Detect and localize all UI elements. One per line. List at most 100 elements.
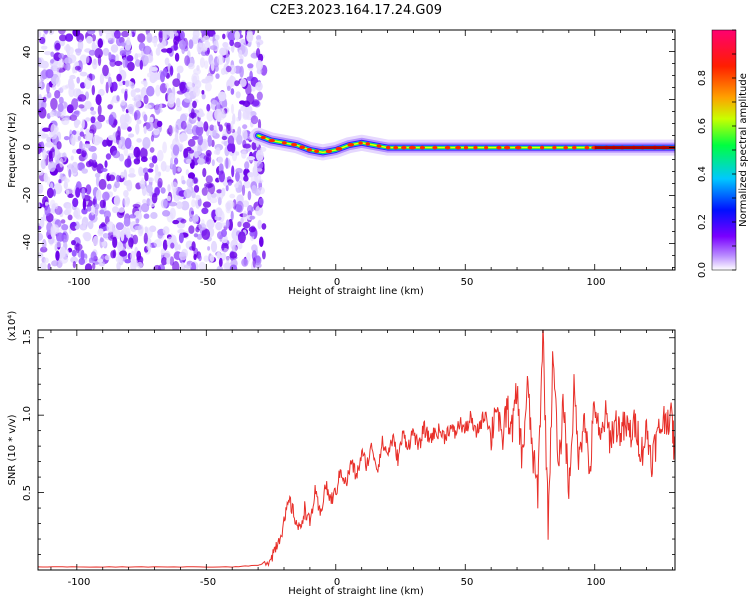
noise-speckle (58, 53, 65, 59)
noise-speckle (92, 262, 96, 270)
noise-speckle (56, 232, 65, 242)
noise-speckle (255, 149, 264, 162)
top-y-axis-label: Frequency (Hz) (7, 112, 18, 188)
signal-peak (484, 145, 489, 150)
noise-speckle (91, 159, 98, 172)
noise-speckle (130, 82, 135, 89)
noise-speckle (40, 159, 47, 170)
noise-speckle (173, 35, 181, 41)
noise-speckle (237, 109, 242, 121)
signal-peak (552, 145, 557, 150)
noise-speckle (75, 214, 82, 220)
noise-speckle (124, 137, 132, 149)
noise-speckle (201, 228, 211, 240)
noise-speckle (118, 81, 123, 87)
noise-speckle (211, 159, 215, 167)
noise-speckle (234, 41, 242, 48)
noise-speckle (168, 201, 178, 207)
noise-speckle (210, 240, 218, 253)
signal-peak (408, 145, 416, 150)
signal-peak (260, 135, 266, 140)
noise-speckle (162, 67, 168, 77)
noise-speckle (262, 250, 266, 260)
noise-speckle (210, 60, 215, 72)
noise-speckle (52, 60, 61, 71)
noise-speckle (152, 118, 160, 129)
noise-speckle (155, 84, 161, 97)
noise-speckle (50, 123, 56, 136)
noise-speckle (258, 198, 265, 206)
noise-speckle (168, 124, 173, 137)
noise-speckle (197, 157, 206, 165)
noise-speckle (142, 167, 149, 174)
bottom-xtick-label: 0 (334, 577, 340, 588)
noise-speckle (127, 126, 132, 132)
noise-speckle (81, 168, 88, 174)
noise-speckle (193, 185, 200, 193)
noise-speckle (160, 248, 166, 256)
noise-speckle (82, 198, 87, 211)
noise-speckle (186, 158, 192, 164)
noise-speckle (95, 189, 102, 201)
colorbar-tick-label: 0.2 (697, 214, 708, 230)
noise-speckle (70, 134, 76, 146)
signal-peak (335, 147, 343, 151)
noise-speckle (55, 250, 60, 261)
noise-speckle (125, 80, 130, 87)
noise-speckle (92, 198, 96, 205)
noise-speckle (258, 186, 265, 195)
noise-speckle (230, 88, 235, 95)
noise-speckle (112, 206, 119, 214)
spectrogram-frame (37, 29, 676, 271)
noise-speckle (113, 195, 121, 207)
noise-speckle (237, 221, 242, 228)
noise-speckle (136, 150, 141, 162)
noise-speckle (187, 138, 196, 147)
noise-speckle (117, 241, 124, 252)
noise-speckle (185, 169, 190, 176)
noise-speckle (105, 32, 113, 41)
signal-peak (299, 145, 306, 149)
noise-speckle (181, 180, 186, 185)
noise-speckle (212, 129, 217, 137)
noise-speckle (40, 60, 49, 69)
noise-speckle (99, 199, 106, 209)
noise-speckle (76, 76, 80, 84)
noise-speckle (194, 151, 199, 159)
noise-speckle (91, 41, 96, 52)
noise-speckle (191, 199, 196, 208)
noise-speckle (143, 45, 152, 55)
noise-speckle (136, 138, 142, 143)
noise-speckle (242, 139, 247, 149)
noise-speckle (44, 30, 49, 35)
noise-speckle (131, 31, 135, 38)
noise-speckle (198, 113, 202, 118)
noise-speckle (119, 50, 127, 57)
noise-speckle (127, 61, 135, 72)
signal-peak (306, 148, 313, 152)
noise-speckle (180, 262, 186, 270)
noise-speckle (142, 198, 147, 205)
noise-speckle (214, 34, 220, 41)
noise-speckle (78, 104, 85, 109)
noise-speckle (124, 259, 131, 264)
signal-peak (365, 142, 370, 146)
noise-speckle (237, 231, 246, 244)
noise-speckle (183, 189, 192, 199)
noise-speckle (71, 240, 76, 246)
noise-speckle (161, 48, 169, 53)
noise-speckle (105, 81, 109, 94)
noise-speckle (99, 209, 105, 215)
noise-speckle (149, 162, 155, 168)
noise-speckle (128, 133, 135, 138)
noise-speckle (153, 239, 162, 248)
noise-speckle (93, 121, 103, 130)
noise-speckle (188, 225, 195, 234)
noise-speckle (133, 210, 142, 222)
noise-speckle (70, 222, 77, 227)
noise-speckle (178, 232, 184, 244)
noise-speckle (164, 165, 171, 173)
noise-speckle (90, 106, 94, 111)
noise-speckle (134, 59, 141, 67)
noise-speckle (191, 191, 196, 199)
